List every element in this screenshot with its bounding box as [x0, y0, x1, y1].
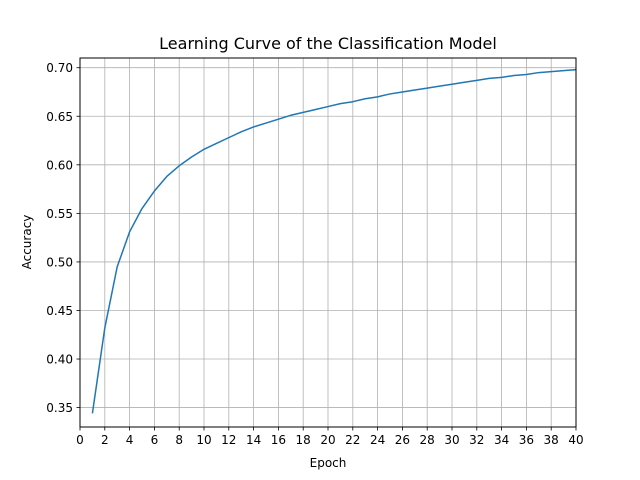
x-tick-label: 10 [196, 433, 211, 447]
series-layer [91, 68, 577, 414]
y-axis-label: Accuracy [20, 215, 34, 270]
y-tick-label: 0.70 [46, 61, 73, 75]
x-tick-label: 8 [175, 433, 183, 447]
x-tick-label: 12 [221, 433, 236, 447]
chart-title: Learning Curve of the Classification Mod… [159, 34, 497, 53]
y-tick-label: 0.60 [46, 158, 73, 172]
x-tick-label: 22 [345, 433, 360, 447]
x-tick-label: 4 [126, 433, 134, 447]
x-tick-label: 24 [370, 433, 385, 447]
x-tick-label: 36 [519, 433, 534, 447]
y-tick-label: 0.50 [46, 255, 73, 269]
x-tick-label: 14 [246, 433, 261, 447]
x-tick-label: 28 [420, 433, 435, 447]
x-tick-label: 16 [271, 433, 286, 447]
x-tick-label: 32 [469, 433, 484, 447]
grid [79, 58, 577, 427]
y-tick-label: 0.40 [46, 353, 73, 367]
x-tick-label: 18 [296, 433, 311, 447]
x-tick-label: 2 [101, 433, 109, 447]
x-axis: 0 2 4 6 8 10 12 14 16 18 20 22 24 26 28 30 32 34 36 38 40 [76, 427, 584, 447]
x-tick-label: 0 [76, 433, 84, 447]
x-tick-label: 30 [444, 433, 459, 447]
y-tick-label: 0.55 [46, 207, 73, 221]
x-axis-label: Epoch [310, 456, 347, 470]
x-tick-label: 34 [494, 433, 509, 447]
y-tick-label: 0.65 [46, 110, 73, 124]
y-axis: 0.35 0.40 0.45 0.50 0.55 0.60 0.65 0.70 [46, 61, 80, 415]
x-tick-label: 38 [544, 433, 559, 447]
accuracy-series-line [91, 68, 577, 414]
y-tick-label: 0.45 [46, 304, 73, 318]
x-tick-label: 20 [320, 433, 335, 447]
y-tick-label: 0.35 [46, 401, 73, 415]
x-tick-label: 26 [395, 433, 410, 447]
x-tick-label: 40 [568, 433, 583, 447]
x-tick-label: 6 [151, 433, 159, 447]
